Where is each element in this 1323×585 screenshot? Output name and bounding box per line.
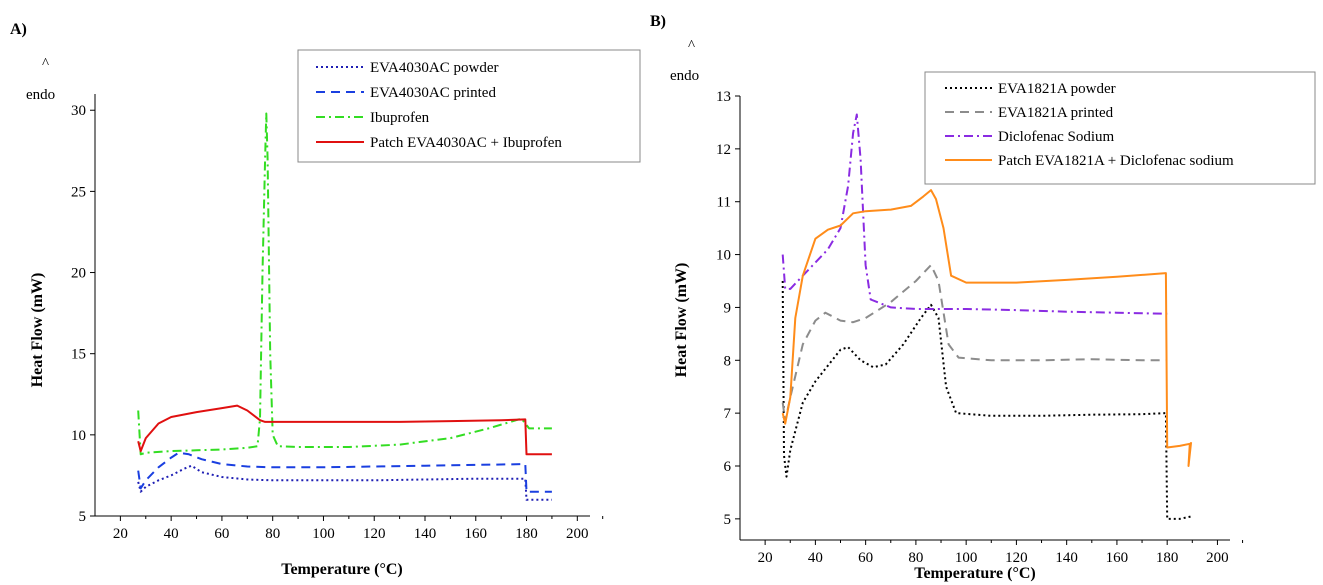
y-tick-label: 10 — [71, 428, 86, 444]
x-tick-label: 120 — [1005, 550, 1028, 566]
y-tick-label: 10 — [716, 248, 731, 264]
x-tick-label: 20 — [758, 550, 773, 566]
x-tick-label: 120 — [363, 526, 386, 542]
x-tick-label: 80 — [265, 526, 280, 542]
x-tick-label: 140 — [1055, 550, 1078, 566]
x-tick-label: 180 — [515, 526, 538, 542]
legend-entry: EVA4030AC printed — [370, 85, 496, 101]
x-tick-label: 100 — [955, 550, 978, 566]
y-tick-label: 13 — [716, 89, 731, 105]
y-tick-label: 11 — [717, 195, 731, 211]
series-line — [137, 464, 552, 501]
y-tick-label: 8 — [724, 353, 732, 369]
x-tick-label: 80 — [908, 550, 923, 566]
y-tick-label: 20 — [71, 266, 86, 282]
y-tick-label: 30 — [71, 103, 86, 119]
y-tick-label: 5 — [79, 509, 87, 525]
legend-entry: EVA1821A powder — [998, 81, 1116, 97]
x-tick-label: 40 — [164, 526, 179, 542]
x-tick-label: 160 — [465, 526, 488, 542]
series-line — [781, 113, 1168, 315]
legend-entry: Ibuprofen — [370, 110, 430, 126]
panel-b-endo-arrow: ^ — [688, 38, 695, 54]
y-tick-label: 15 — [71, 347, 86, 363]
panel-a-chart: A) ^ endo Temperature (°C) Heat Flow (mW… — [10, 21, 641, 578]
legend-entry: Patch EVA1821A + Diclofenac sodium — [998, 153, 1234, 169]
panel-a-label: A) — [10, 21, 27, 38]
panel-a-y-axis-title: Heat Flow (mW) — [29, 273, 46, 388]
legend-entry: Patch EVA4030AC + Ibuprofen — [370, 135, 562, 151]
legend-box — [924, 71, 1316, 185]
series-line — [781, 189, 1193, 467]
x-tick-label: 200 — [1206, 550, 1229, 566]
series-line — [137, 404, 552, 456]
y-tick-label: 5 — [724, 512, 732, 528]
y-tick-label: 9 — [724, 300, 732, 316]
x-tick-label: 60 — [214, 526, 229, 542]
y-tick-label: 12 — [716, 142, 731, 158]
legend-entry: EVA4030AC powder — [370, 60, 498, 76]
y-tick-label: 25 — [71, 184, 86, 200]
panel-b-y-axis-title: Heat Flow (mW) — [673, 263, 690, 378]
x-tick-label: 60 — [858, 550, 873, 566]
panel-b-x-axis-title: Temperature (°C) — [914, 565, 1035, 582]
x-tick-label: 140 — [414, 526, 437, 542]
legend-entry: EVA1821A printed — [998, 105, 1114, 121]
panel-b-endo-label: endo — [670, 68, 699, 84]
x-tick-label: 200 — [566, 526, 589, 542]
x-tick-label: 20 — [113, 526, 128, 542]
y-tick-label: 7 — [724, 406, 732, 422]
panel-b-label: B) — [650, 13, 666, 30]
x-tick-label: 40 — [808, 550, 823, 566]
x-tick-label: 180 — [1156, 550, 1179, 566]
panel-a-x-axis-title: Temperature (°C) — [281, 561, 402, 578]
series-line — [137, 112, 552, 456]
panel-b-chart: B) ^ endo Temperature (°C) Heat Flow (mW… — [650, 13, 1316, 582]
x-tick-label: 160 — [1106, 550, 1129, 566]
legend-box — [297, 49, 641, 163]
legend-entry: Diclofenac Sodium — [998, 129, 1115, 145]
series-line — [781, 264, 1168, 423]
series-line — [781, 280, 1193, 520]
panel-a-endo-arrow: ^ — [42, 56, 49, 72]
x-tick-label: 100 — [312, 526, 335, 542]
y-tick-label: 6 — [724, 459, 732, 475]
panel-a-endo-label: endo — [26, 87, 55, 103]
series-line — [137, 451, 552, 493]
